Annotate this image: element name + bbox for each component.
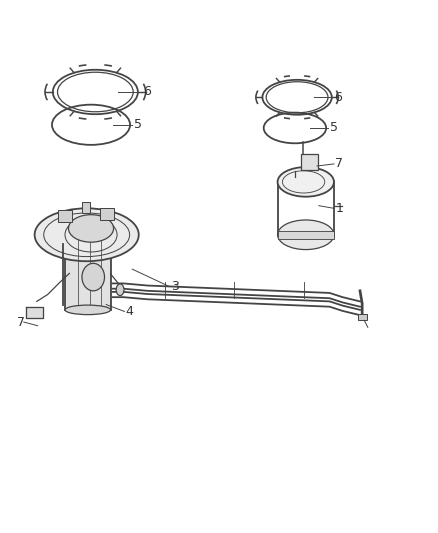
Text: 3: 3 <box>171 280 179 293</box>
Bar <box>65 239 110 310</box>
Bar <box>278 231 334 239</box>
Text: 5: 5 <box>134 118 142 131</box>
Ellipse shape <box>65 305 110 314</box>
Bar <box>59 210 72 222</box>
Bar <box>358 313 367 320</box>
Ellipse shape <box>68 215 113 242</box>
Text: 6: 6 <box>143 85 151 99</box>
Text: 5: 5 <box>330 122 338 134</box>
Text: 7: 7 <box>17 316 25 328</box>
Polygon shape <box>26 306 43 318</box>
Text: 6: 6 <box>334 91 342 104</box>
Bar <box>100 208 113 220</box>
Bar <box>82 202 90 213</box>
Text: 1: 1 <box>335 202 343 215</box>
Text: 7: 7 <box>335 157 343 171</box>
Text: 4: 4 <box>126 305 134 318</box>
Bar <box>300 154 318 169</box>
Ellipse shape <box>278 220 334 249</box>
Ellipse shape <box>82 263 105 291</box>
Ellipse shape <box>35 208 139 261</box>
Ellipse shape <box>116 284 124 296</box>
Ellipse shape <box>278 167 334 197</box>
